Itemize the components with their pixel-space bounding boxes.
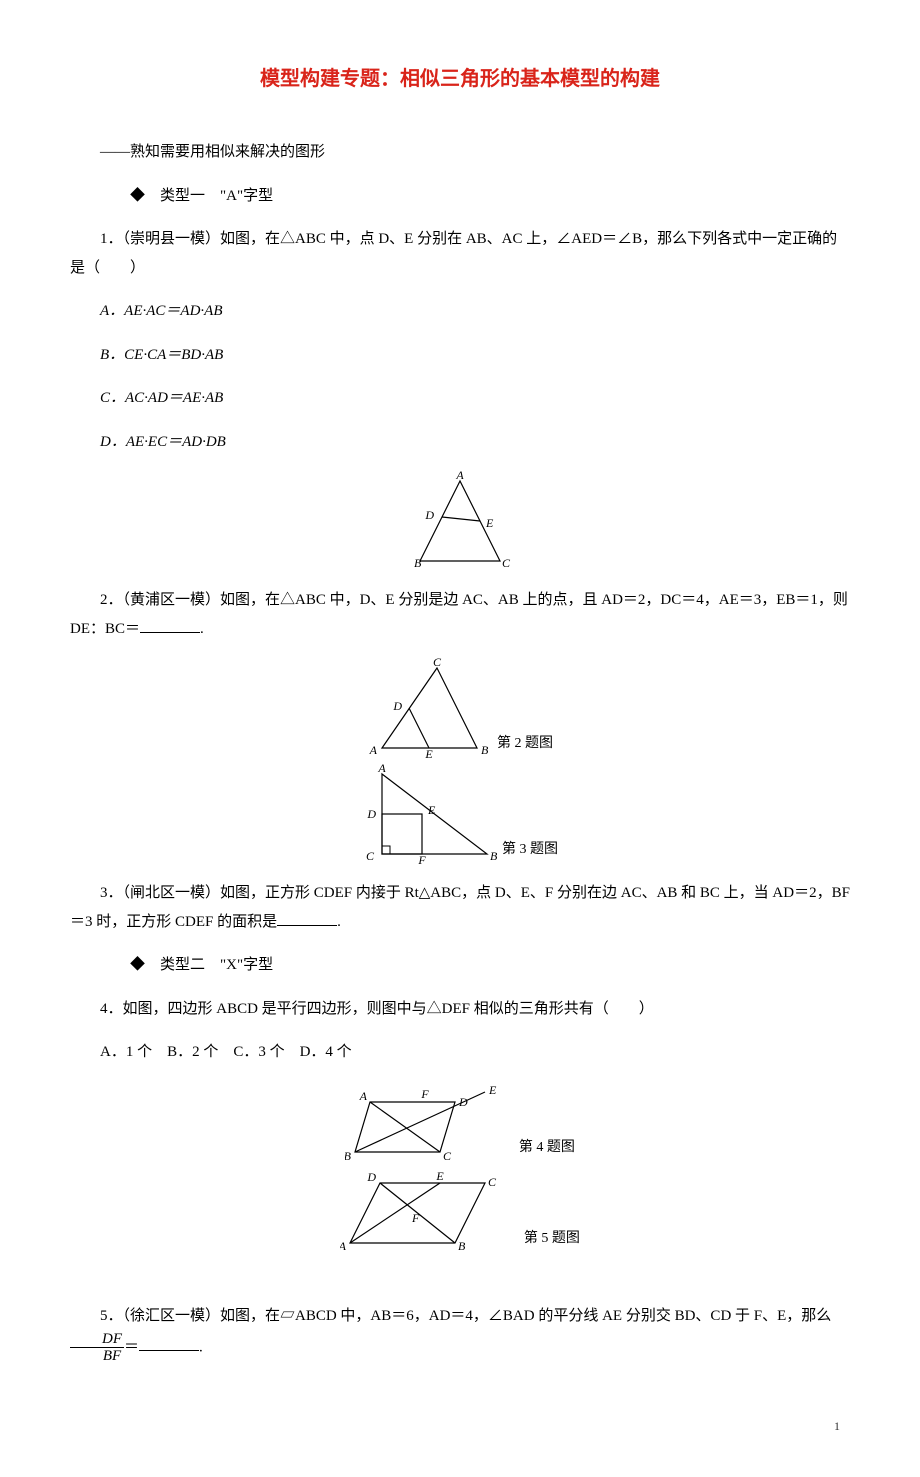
q5-stem: 5．（徐汇区一模）如图，在▱ABCD 中，AB＝6，AD＝4，∠BAD 的平分线…	[70, 1302, 850, 1365]
q2-figure: C D A E B 第 2 题图	[70, 658, 850, 758]
q3-blank	[277, 910, 337, 926]
svg-text:F: F	[417, 853, 426, 864]
svg-text:C: C	[366, 849, 375, 863]
q4-figure: A D E F B C 第 4 题图	[70, 1082, 850, 1162]
svg-text:E: E	[427, 803, 436, 817]
q1-opt-b: B．CE·CA＝BD·AB	[70, 341, 850, 370]
svg-text:A: A	[377, 764, 386, 775]
q2-stem: 2．（黄浦区一模）如图，在△ABC 中，D、E 分别是边 AC、AB 上的点，且…	[70, 586, 850, 643]
svg-text:E: E	[488, 1083, 497, 1097]
svg-text:D: D	[366, 807, 376, 821]
svg-text:C: C	[488, 1175, 497, 1189]
q3-stem: 3．（闸北区一模）如图，正方形 CDEF 内接于 Rt△ABC，点 D、E、F …	[70, 879, 850, 936]
q4-opts: A．1 个 B．2 个 C．3 个 D．4 个	[70, 1038, 850, 1067]
svg-text:D: D	[424, 508, 434, 522]
svg-text:A: A	[455, 471, 464, 482]
svg-text:B: B	[345, 1149, 352, 1162]
q1-opt-d: D．AE·EC＝AD·DB	[70, 428, 850, 457]
q5-figure: D E C F A B 第 5 题图	[70, 1168, 850, 1253]
svg-text:B: B	[458, 1239, 466, 1253]
svg-text:E: E	[424, 747, 433, 758]
svg-text:B: B	[490, 849, 498, 863]
q4-stem: 4．如图，四边形 ABCD 是平行四边形，则图中与△DEF 相似的三角形共有（ …	[70, 995, 850, 1024]
svg-text:C: C	[443, 1149, 452, 1162]
q1-opt-c: C．AC·AD＝AE·AB	[70, 384, 850, 413]
svg-text:C: C	[502, 556, 511, 570]
svg-text:A: A	[340, 1239, 347, 1253]
q3-figure: A D E C F B 第 3 题图	[70, 764, 850, 864]
svg-text:D: D	[366, 1170, 376, 1184]
page-number: 1	[70, 1415, 850, 1438]
q1-opt-a: A．AE·AC＝AD·AB	[70, 297, 850, 326]
svg-text:B: B	[414, 556, 422, 570]
page-title: 模型构建专题：相似三角形的基本模型的构建	[70, 60, 850, 98]
svg-text:C: C	[433, 658, 442, 669]
q1-figure: A D E B C	[70, 471, 850, 571]
type-b-heading: ◆ 类型二 "X"字型	[70, 951, 850, 980]
svg-text:F: F	[411, 1211, 420, 1225]
svg-text:F: F	[420, 1087, 429, 1101]
svg-text:A: A	[359, 1089, 368, 1103]
svg-text:E: E	[485, 516, 494, 530]
q5-blank	[139, 1335, 199, 1351]
svg-text:E: E	[435, 1169, 444, 1183]
q1-stem: 1．（崇明县一模）如图，在△ABC 中，点 D、E 分别在 AB、AC 上，∠A…	[70, 225, 850, 282]
type-a-heading: ◆ 类型一 "A"字型	[70, 182, 850, 211]
svg-text:B: B	[481, 743, 489, 757]
svg-text:D: D	[392, 699, 402, 713]
q2-blank	[140, 617, 200, 633]
svg-text:A: A	[369, 743, 378, 757]
svg-text:D: D	[458, 1095, 468, 1109]
intro-text: ——熟知需要用相似来解决的图形	[70, 138, 850, 167]
